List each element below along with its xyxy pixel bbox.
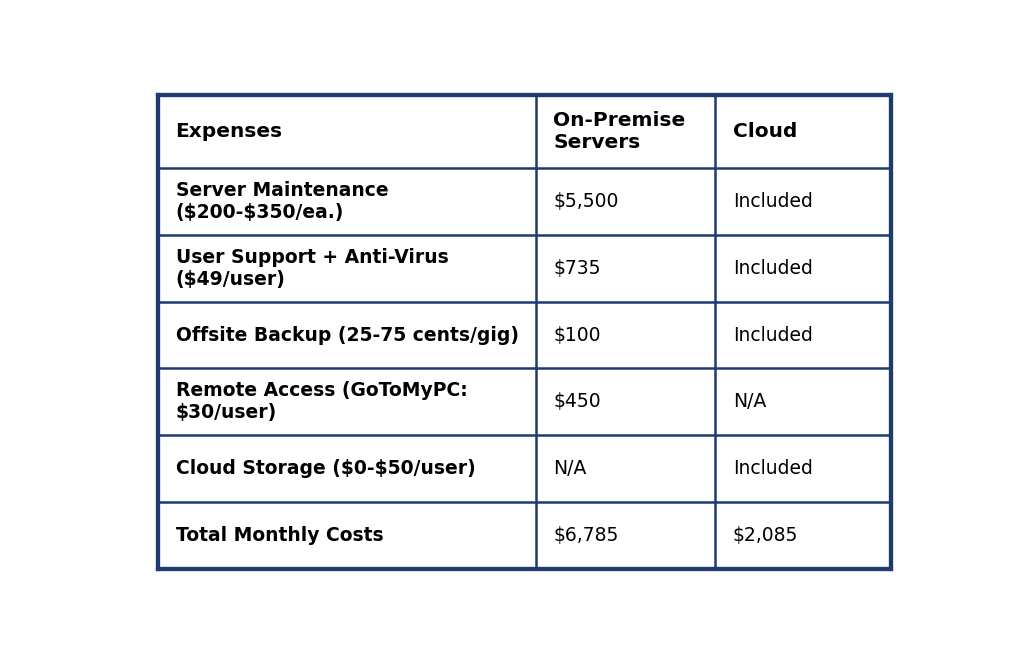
Text: Cloud: Cloud [733, 122, 798, 141]
Text: Remote Access (GoToMyPC:
$30/user): Remote Access (GoToMyPC: $30/user) [176, 381, 467, 422]
Text: Expenses: Expenses [176, 122, 283, 141]
Text: $2,085: $2,085 [733, 526, 799, 545]
Text: Included: Included [733, 326, 813, 345]
Text: Total Monthly Costs: Total Monthly Costs [176, 526, 383, 545]
Text: Cloud Storage ($0-$50/user): Cloud Storage ($0-$50/user) [176, 459, 475, 478]
Text: $6,785: $6,785 [553, 526, 618, 545]
Text: Offsite Backup (25-75 cents/gig): Offsite Backup (25-75 cents/gig) [176, 326, 518, 345]
Text: User Support + Anti-Virus
($49/user): User Support + Anti-Virus ($49/user) [176, 248, 449, 289]
Text: $450: $450 [553, 392, 601, 411]
Text: Server Maintenance
($200-$350/ea.): Server Maintenance ($200-$350/ea.) [176, 181, 388, 222]
Text: Included: Included [733, 193, 813, 212]
Text: $735: $735 [553, 259, 601, 278]
Text: N/A: N/A [733, 392, 766, 411]
Text: $100: $100 [553, 326, 601, 345]
Text: N/A: N/A [553, 459, 587, 478]
Text: Included: Included [733, 459, 813, 478]
Text: $5,500: $5,500 [553, 193, 618, 212]
Text: Included: Included [733, 259, 813, 278]
Text: On-Premise
Servers: On-Premise Servers [553, 111, 685, 152]
